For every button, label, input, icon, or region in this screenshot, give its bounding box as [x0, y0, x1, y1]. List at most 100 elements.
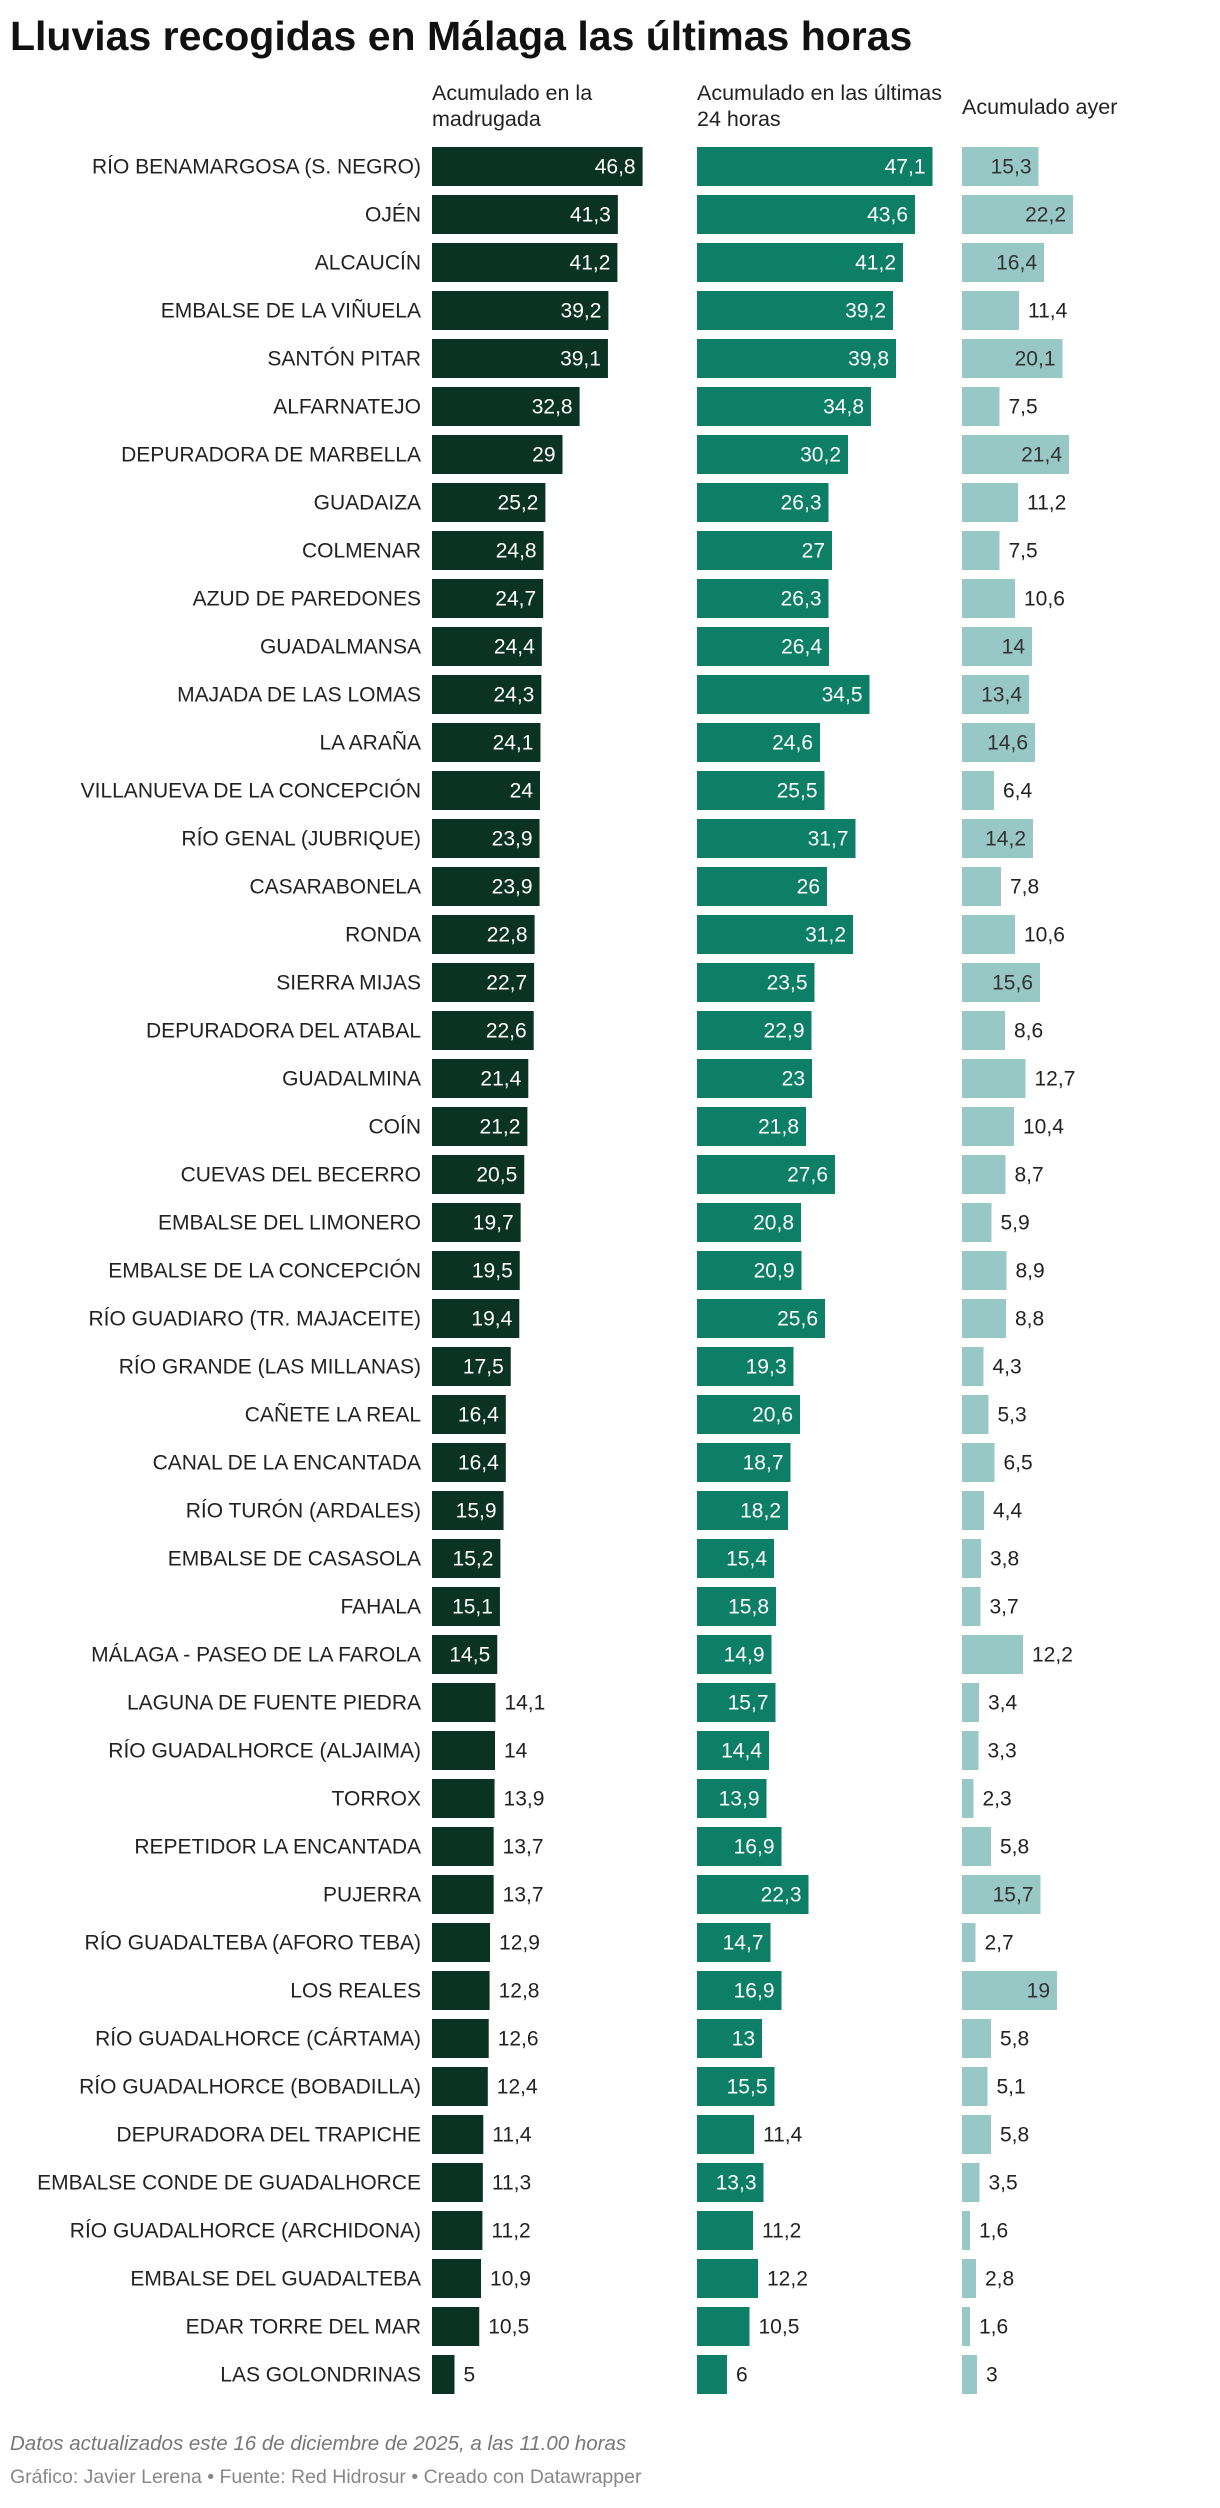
- value-label-madrugada: 10,5: [488, 2316, 529, 2339]
- bar-ayer: [962, 2307, 970, 2346]
- bar-madrugada: [432, 1923, 491, 1962]
- category-label: ALCAUCÍN: [315, 252, 421, 275]
- value-label-24h: 18,7: [743, 1452, 784, 1475]
- bar-ayer: [962, 1779, 974, 1818]
- bar-madrugada: [432, 819, 540, 858]
- bar-madrugada: [432, 1443, 506, 1482]
- value-label-24h: 31,2: [805, 924, 846, 947]
- bar-madrugada: [432, 483, 546, 522]
- column-header-24-horas: Acumulado en las últimas 24 horas: [697, 81, 942, 131]
- bar-24h: [697, 1299, 825, 1338]
- bar-ayer: [962, 1011, 1005, 1050]
- value-label-24h: 15,8: [728, 1596, 769, 1619]
- value-label-ayer: 2,3: [983, 1788, 1012, 1811]
- value-label-24h: 18,2: [740, 1500, 781, 1523]
- value-label-madrugada: 13,9: [504, 1788, 545, 1811]
- value-label-24h: 23,5: [767, 972, 808, 995]
- value-label-ayer: 7,5: [1009, 540, 1038, 563]
- value-label-ayer: 10,6: [1024, 924, 1065, 947]
- category-label: RÍO GUADALTEBA (AFORO TEBA): [85, 1932, 421, 1955]
- value-label-24h: 11,4: [763, 2124, 803, 2147]
- category-label: COÍN: [369, 1116, 422, 1139]
- bar-madrugada: [432, 1827, 494, 1866]
- bar-24h: [697, 1443, 791, 1482]
- bar-ayer: [962, 1395, 989, 1434]
- bar-madrugada: [432, 1491, 504, 1530]
- bar-madrugada: [432, 291, 609, 330]
- category-label: OJÉN: [365, 204, 421, 227]
- column-header-ayer: Acumulado ayer: [962, 95, 1118, 119]
- value-label-madrugada: 12,9: [499, 1932, 540, 1955]
- value-label-24h: 26,3: [781, 492, 822, 515]
- bar-ayer: [962, 195, 1073, 234]
- bar-24h: [697, 2163, 764, 2202]
- value-label-madrugada: 12,4: [497, 2076, 538, 2099]
- bar-ayer: [962, 1971, 1057, 2010]
- bar-ayer: [962, 675, 1029, 714]
- bar-24h: [697, 1539, 774, 1578]
- bar-24h: [697, 291, 893, 330]
- category-label: RÍO GUADALHORCE (BOBADILLA): [79, 2076, 421, 2099]
- bar-madrugada: [432, 1635, 498, 1674]
- bar-24h: [697, 243, 903, 282]
- category-label: GUADALMANSA: [260, 636, 421, 659]
- category-label: ALFARNATEJO: [273, 396, 421, 419]
- value-label-ayer: 21,4: [1021, 444, 1062, 467]
- bar-madrugada: [432, 1155, 525, 1194]
- value-label-24h: 21,8: [758, 1116, 799, 1139]
- bar-24h: [697, 1923, 771, 1962]
- value-label-madrugada: 22,6: [486, 1020, 527, 1043]
- bar-madrugada: [432, 1059, 529, 1098]
- category-label: RÍO GUADALHORCE (ARCHIDONA): [70, 2220, 421, 2243]
- value-label-madrugada: 20,5: [476, 1164, 517, 1187]
- value-label-madrugada: 5: [464, 2364, 476, 2387]
- category-label: RÍO GENAL (JUBRIQUE): [181, 828, 421, 851]
- bar-madrugada: [432, 963, 535, 1002]
- value-label-ayer: 12,2: [1032, 1644, 1073, 1667]
- value-label-madrugada: 14: [504, 1740, 528, 1763]
- value-label-madrugada: 39,2: [561, 300, 602, 323]
- value-label-madrugada: 13,7: [503, 1836, 544, 1859]
- bar-24h: [697, 435, 848, 474]
- bar-ayer: [962, 915, 1015, 954]
- category-label: RÍO GUADALHORCE (CÁRTAMA): [95, 2028, 421, 2051]
- bar-madrugada: [432, 1299, 520, 1338]
- bar-24h: [697, 1251, 802, 1290]
- value-label-24h: 10,5: [759, 2316, 800, 2339]
- value-label-24h: 31,7: [808, 828, 849, 851]
- category-label: RÍO GRANDE (LAS MILLANAS): [119, 1356, 421, 1379]
- bar-madrugada: [432, 1251, 520, 1290]
- value-label-24h: 41,2: [855, 252, 896, 275]
- value-label-madrugada: 23,9: [492, 876, 533, 899]
- value-label-ayer: 2,8: [985, 2268, 1014, 2291]
- value-label-ayer: 5,8: [1000, 1836, 1029, 1859]
- value-label-ayer: 11,4: [1028, 300, 1068, 323]
- bar-24h: [697, 2019, 762, 2058]
- bar-madrugada: [432, 2019, 489, 2058]
- value-label-madrugada: 22,8: [487, 924, 528, 947]
- category-label: MÁLAGA - PASEO DE LA FAROLA: [91, 1644, 421, 1667]
- category-label: MAJADA DE LAS LOMAS: [177, 684, 421, 707]
- bar-madrugada: [432, 723, 541, 762]
- value-label-24h: 11,2: [762, 2220, 801, 2243]
- bar-24h: [697, 1875, 809, 1914]
- value-label-24h: 14,7: [723, 1932, 764, 1955]
- bar-madrugada: [432, 195, 618, 234]
- value-label-24h: 15,5: [727, 2076, 768, 2099]
- category-label: LAGUNA DE FUENTE PIEDRA: [127, 1692, 421, 1715]
- bar-madrugada: [432, 2163, 483, 2202]
- bar-24h: [697, 531, 832, 570]
- value-label-24h: 25,6: [777, 1308, 818, 1331]
- bar-ayer: [962, 339, 1063, 378]
- bar-24h: [697, 1587, 776, 1626]
- credits: Gráfico: Javier Lerena • Fuente: Red Hid…: [10, 2466, 642, 2488]
- value-label-madrugada: 12,6: [498, 2028, 539, 2051]
- value-label-ayer: 8,8: [1015, 1308, 1044, 1331]
- value-label-madrugada: 19,5: [472, 1260, 513, 1283]
- category-label: CANAL DE LA ENCANTADA: [153, 1452, 421, 1475]
- value-label-ayer: 14,2: [985, 828, 1026, 851]
- bar-madrugada: [432, 243, 618, 282]
- value-label-ayer: 15,7: [993, 1884, 1034, 1907]
- bar-24h: [697, 1971, 782, 2010]
- bar-madrugada: [432, 2211, 483, 2250]
